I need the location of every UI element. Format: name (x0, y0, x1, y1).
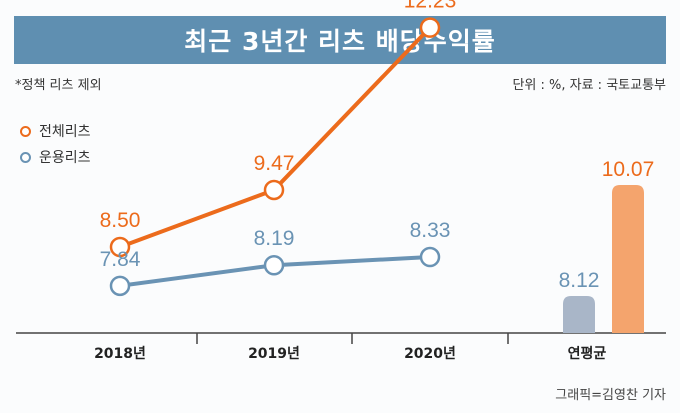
legend-marker-operating (20, 151, 31, 163)
legend-label-total: 전체리츠 (39, 124, 91, 140)
x-tick-label-1: 2018년 (94, 346, 146, 362)
legend: 전체리츠 운용리츠 (20, 118, 91, 170)
data-label-operating-3: 8.33 (410, 219, 451, 242)
exclusion-note: *정책 리츠 제외 (15, 78, 102, 93)
data-point-total-1 (109, 236, 131, 258)
data-point-operating-2 (263, 254, 285, 276)
avg-bar-label-operating: 8.12 (559, 269, 600, 292)
data-label-total-3: 12.23 (404, 0, 457, 13)
legend-marker-total (20, 125, 31, 137)
chart-title-bar: 최근 3년간 리츠 배당수익률 (14, 16, 666, 64)
chart-title: 최근 3년간 리츠 배당수익률 (184, 27, 496, 56)
avg-bar-total (612, 185, 644, 333)
legend-item-total: 전체리츠 (20, 118, 91, 144)
data-point-operating-1 (109, 275, 131, 297)
data-label-operating-2: 8.19 (254, 227, 295, 250)
graphic-credit: 그래픽=김영찬 기자 (555, 388, 666, 403)
x-tick-label-4: 연평균 (568, 345, 607, 362)
unit-source-note: 단위 : %, 자료 : 국토교통부 (512, 78, 666, 93)
legend-item-operating: 운용리츠 (20, 144, 91, 170)
data-point-total-2 (263, 179, 285, 201)
legend-label-operating: 운용리츠 (39, 150, 91, 166)
avg-bar-operating (563, 296, 595, 333)
data-point-total-3 (419, 17, 441, 38)
data-label-total-1: 8.50 (100, 209, 141, 232)
data-point-operating-3 (419, 246, 441, 268)
avg-bar-label-total: 10.07 (602, 158, 655, 181)
data-label-operating-1: 7.84 (100, 248, 141, 271)
x-tick-label-3: 2020년 (404, 346, 456, 362)
data-label-total-2: 9.47 (254, 152, 295, 175)
x-tick-label-2: 2019년 (248, 346, 300, 362)
series-line-total (119, 26, 432, 249)
